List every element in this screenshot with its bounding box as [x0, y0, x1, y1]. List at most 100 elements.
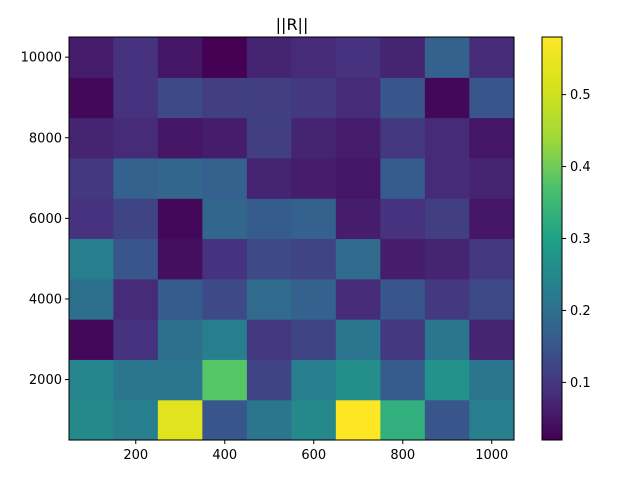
- heatmap-cell: [68, 157, 115, 199]
- heatmap-cell: [335, 318, 382, 360]
- heatmap-cell: [157, 36, 204, 78]
- colorbar: [541, 36, 563, 441]
- heatmap-cell: [335, 278, 382, 320]
- heatmap-cell: [424, 36, 471, 78]
- heatmap-cell: [335, 238, 382, 280]
- heatmap-cell: [113, 318, 159, 360]
- heatmap-cell: [202, 359, 248, 401]
- heatmap-cell: [335, 36, 382, 78]
- heatmap-cell: [202, 198, 248, 240]
- colorbar-tick-label: 0.1: [570, 376, 591, 391]
- x-tick-label: 1000: [475, 448, 508, 463]
- heatmap-cell: [246, 117, 293, 159]
- heatmap-cell: [291, 77, 337, 119]
- heatmap-cell: [335, 359, 382, 401]
- y-tick-label: 2000: [29, 373, 62, 388]
- heatmap-cell: [202, 157, 248, 199]
- heatmap-cell: [157, 318, 204, 360]
- heatmap-cell: [202, 117, 248, 159]
- heatmap-cell: [291, 318, 337, 360]
- heatmap-cell: [68, 318, 115, 360]
- heatmap-cell: [380, 117, 426, 159]
- y-tick-label: 10000: [21, 51, 62, 66]
- heatmap-cell: [113, 238, 159, 280]
- heatmap-cell: [202, 36, 248, 78]
- heatmap-cell: [113, 117, 159, 159]
- heatmap-cell: [202, 278, 248, 320]
- heatmap-cell: [68, 36, 115, 78]
- heatmap-cell: [424, 117, 471, 159]
- heatmap-cell: [246, 359, 293, 401]
- heatmap-cell: [335, 117, 382, 159]
- heatmap-cell: [335, 399, 382, 441]
- heatmap-cell: [469, 359, 515, 401]
- heatmap-cell: [380, 238, 426, 280]
- heatmap-cell: [291, 157, 337, 199]
- colorbar-tick-label: 0.2: [570, 304, 591, 319]
- heatmap-cell: [246, 36, 293, 78]
- heatmap-cell: [68, 238, 115, 280]
- heatmap-cell: [246, 399, 293, 441]
- heatmap-cell: [157, 278, 204, 320]
- heatmap-cell: [469, 77, 515, 119]
- heatmap-cell: [469, 36, 515, 78]
- heatmap-cell: [157, 157, 204, 199]
- heatmap-cell: [202, 318, 248, 360]
- y-tick-label: 6000: [29, 212, 62, 227]
- heatmap-cell: [68, 278, 115, 320]
- heatmap-cell: [246, 198, 293, 240]
- heatmap-cell: [335, 198, 382, 240]
- heatmap-cell: [469, 157, 515, 199]
- heatmap-cell: [424, 318, 471, 360]
- heatmap-cell: [380, 157, 426, 199]
- heatmap-cell: [68, 359, 115, 401]
- heatmap-cell: [469, 318, 515, 360]
- heatmap-cell: [424, 77, 471, 119]
- heatmap-cell: [157, 198, 204, 240]
- heatmap-cell: [424, 278, 471, 320]
- heatmap-cell: [291, 278, 337, 320]
- heatmap-cell: [113, 77, 159, 119]
- heatmap-cell: [157, 399, 204, 441]
- heatmap-cell: [291, 238, 337, 280]
- heatmap-cell: [68, 399, 115, 441]
- heatmap-cells: [68, 36, 515, 441]
- heatmap-cell: [469, 399, 515, 441]
- heatmap-cell: [380, 359, 426, 401]
- heatmap-cell: [380, 318, 426, 360]
- colorbar-tick-label: 0.3: [570, 232, 591, 247]
- heatmap-cell: [424, 359, 471, 401]
- colorbar-tick-label: 0.4: [570, 160, 591, 175]
- heatmap-cell: [202, 399, 248, 441]
- heatmap-cell: [469, 238, 515, 280]
- heatmap-cell: [291, 359, 337, 401]
- heatmap-cell: [202, 238, 248, 280]
- heatmap-cell: [380, 278, 426, 320]
- heatmap-cell: [424, 157, 471, 199]
- heatmap-cell: [424, 238, 471, 280]
- y-tick-label: 4000: [29, 292, 62, 307]
- heatmap-cell: [424, 198, 471, 240]
- heatmap-cell: [380, 198, 426, 240]
- heatmap-cell: [246, 278, 293, 320]
- heatmap-cell: [202, 77, 248, 119]
- heatmap-cell: [380, 36, 426, 78]
- heatmap-cell: [469, 198, 515, 240]
- heatmap-cell: [291, 117, 337, 159]
- x-axis: 200 400 600 800 1000: [123, 440, 508, 463]
- heatmap-cell: [246, 238, 293, 280]
- y-tick-label: 8000: [29, 131, 62, 146]
- heatmap-cell: [291, 399, 337, 441]
- x-tick-label: 400: [212, 448, 237, 463]
- heatmap-cell: [157, 117, 204, 159]
- heatmap-cell: [424, 399, 471, 441]
- chart-title: ||R||: [276, 15, 309, 34]
- heatmap-cell: [246, 157, 293, 199]
- heatmap-cell: [157, 359, 204, 401]
- heatmap-cell: [246, 318, 293, 360]
- heatmap-cell: [291, 198, 337, 240]
- heatmap-cell: [291, 36, 337, 78]
- heatmap-cell: [68, 77, 115, 119]
- heatmap-cell: [113, 278, 159, 320]
